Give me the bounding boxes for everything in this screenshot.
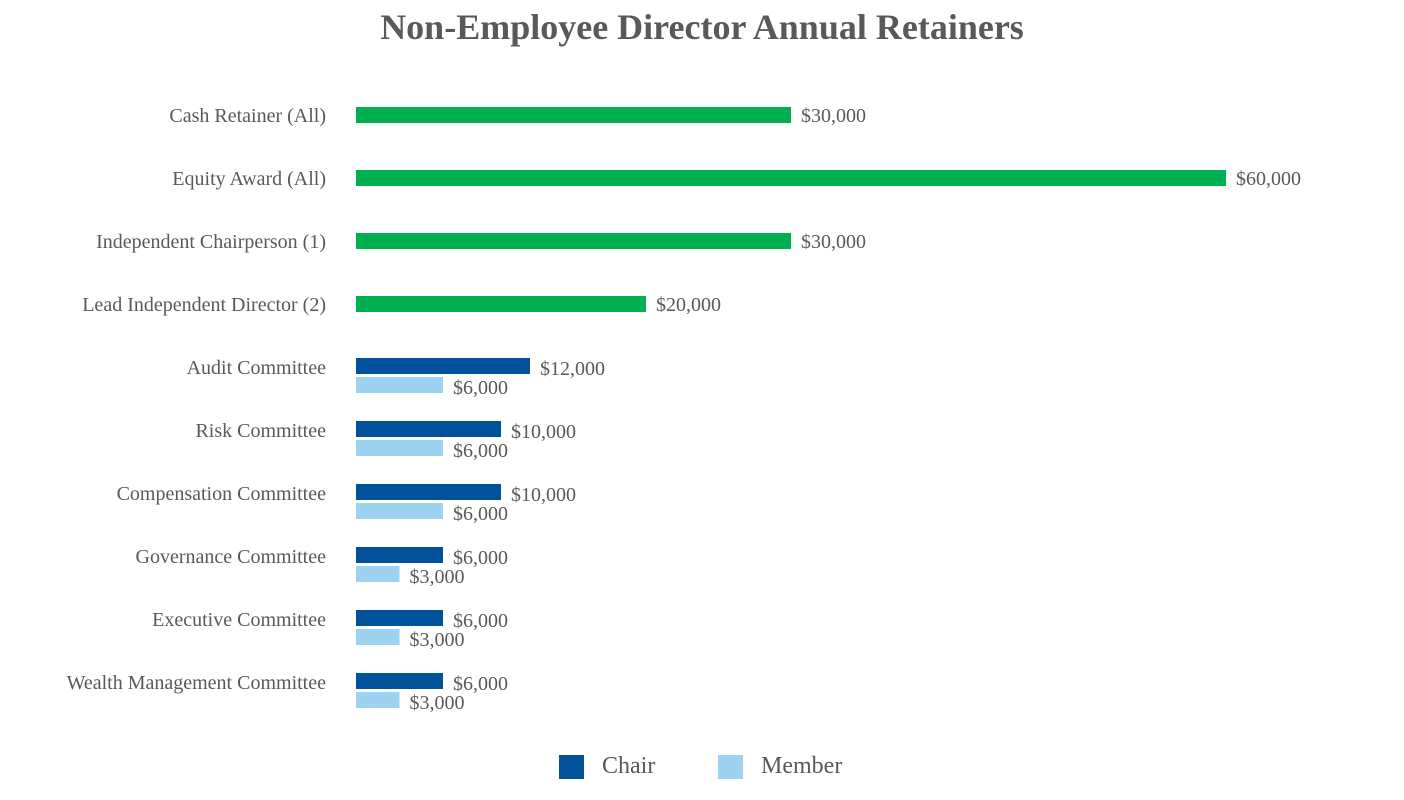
legend-swatch-member xyxy=(718,754,743,779)
bar-chair xyxy=(356,673,443,689)
bar-member xyxy=(356,440,443,456)
data-label-chair: $6,000 xyxy=(453,547,508,569)
category-label: Audit Committee xyxy=(187,357,327,379)
chart-title: Non-Employee Director Annual Retainers xyxy=(380,7,1024,47)
bar-member xyxy=(356,377,443,393)
data-label-member: $3,000 xyxy=(410,629,465,651)
data-label-chair: $12,000 xyxy=(540,358,605,380)
category-label: Risk Committee xyxy=(195,420,326,442)
category-label: Cash Retainer (All) xyxy=(169,105,326,127)
category-label: Independent Chairperson (1) xyxy=(96,231,326,253)
data-label: $30,000 xyxy=(801,231,866,253)
category-label: Governance Committee xyxy=(136,546,327,568)
bar-member xyxy=(356,629,400,645)
data-label-chair: $6,000 xyxy=(453,673,508,695)
bar-chair xyxy=(356,484,501,500)
category-label: Equity Award (All) xyxy=(172,168,326,190)
bar-retainer xyxy=(356,170,1226,186)
data-label-chair: $10,000 xyxy=(511,421,576,443)
legend-item-chair: Chair xyxy=(559,753,655,780)
category-label: Executive Committee xyxy=(152,609,326,631)
data-label-member: $3,000 xyxy=(410,566,465,588)
legend-swatch-chair xyxy=(559,754,584,779)
data-label: $30,000 xyxy=(801,105,866,127)
data-label-member: $6,000 xyxy=(453,377,508,399)
category-label: Compensation Committee xyxy=(117,483,327,505)
bar-retainer xyxy=(356,107,791,123)
bar-retainer xyxy=(356,296,646,312)
legend-item-member: Member xyxy=(718,753,842,780)
data-label-member: $6,000 xyxy=(453,440,508,462)
data-label-member: $6,000 xyxy=(453,503,508,525)
legend-label-chair: Chair xyxy=(602,753,656,779)
data-label: $20,000 xyxy=(656,294,721,316)
category-label: Lead Independent Director (2) xyxy=(82,294,326,316)
bar-chair xyxy=(356,547,443,563)
bar-chair xyxy=(356,358,530,374)
legend-label-member: Member xyxy=(761,753,843,779)
data-label-chair: $6,000 xyxy=(453,610,508,632)
category-label: Wealth Management Committee xyxy=(67,672,327,694)
bar-chair xyxy=(356,610,443,626)
data-label-chair: $10,000 xyxy=(511,484,576,506)
data-label: $60,000 xyxy=(1236,168,1301,190)
bar-retainer xyxy=(356,233,791,249)
data-label-member: $3,000 xyxy=(410,692,465,714)
bar-member xyxy=(356,692,400,708)
bar-chair xyxy=(356,421,501,437)
bar-member xyxy=(356,503,443,519)
bar-member xyxy=(356,566,400,582)
